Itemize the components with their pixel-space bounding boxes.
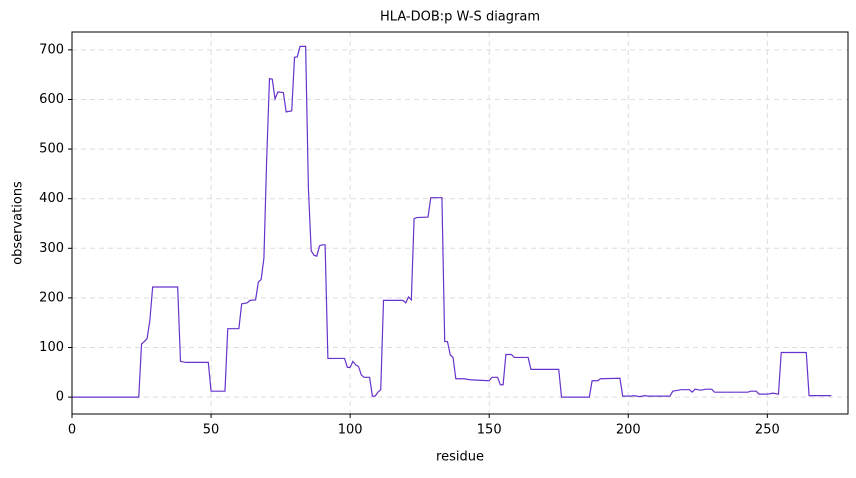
y-tick-label: 100 bbox=[39, 340, 64, 355]
plot-frame bbox=[71, 31, 849, 415]
data-line bbox=[72, 45, 832, 398]
y-tick-label: 300 bbox=[39, 241, 64, 256]
x-axis-label: residue bbox=[436, 450, 484, 465]
x-tick-label: 250 bbox=[755, 423, 780, 438]
chart-title: HLA-DOB:p W-S diagram bbox=[380, 10, 540, 25]
y-tick-label: 600 bbox=[39, 92, 64, 107]
x-tick-label: 0 bbox=[68, 423, 76, 438]
y-tick-label: 200 bbox=[39, 290, 64, 305]
x-tick-label: 200 bbox=[616, 423, 641, 438]
y-tick-label: 400 bbox=[39, 191, 64, 206]
y-axis-label: observations bbox=[11, 181, 26, 265]
x-tick-label: 150 bbox=[477, 423, 502, 438]
x-tick-label: 50 bbox=[203, 423, 220, 438]
y-tick-label: 700 bbox=[39, 42, 64, 57]
x-tick-label: 100 bbox=[338, 423, 363, 438]
y-tick-label: 500 bbox=[39, 142, 64, 157]
y-tick-label: 0 bbox=[56, 390, 64, 405]
